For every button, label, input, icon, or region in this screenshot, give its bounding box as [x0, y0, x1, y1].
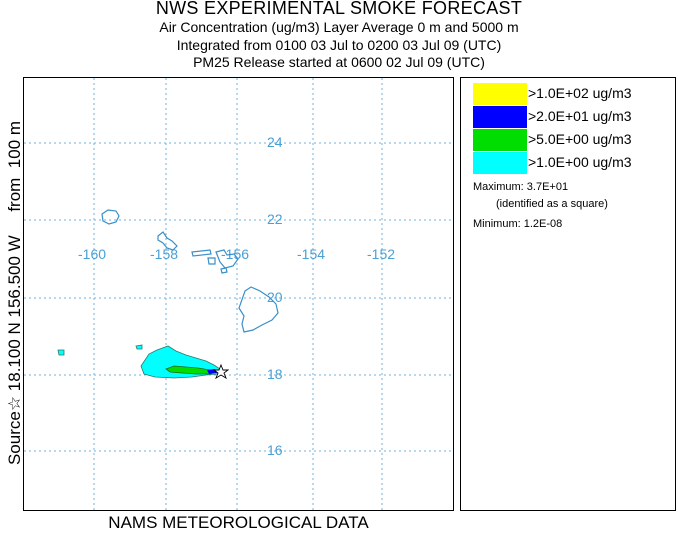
legend-label: >2.0E+01 ug/m3: [528, 108, 632, 124]
plume-cyan-islet: [135, 344, 143, 350]
legend-swatch: [473, 83, 527, 105]
forecast-title: NWS EXPERIMENTAL SMOKE FORECAST: [155, 0, 523, 18]
source-star-marker: [212, 363, 230, 380]
coastline-molokai: [191, 249, 212, 257]
lat-label: 18: [267, 366, 283, 382]
latitude-labels: 24 22 20 18 16: [267, 134, 283, 458]
legend-item: >1.0E+02 ug/m3: [473, 83, 673, 105]
longitude-labels: -160 -158 -156 -154 -152: [78, 246, 395, 262]
lat-label: 24: [267, 134, 283, 150]
map-panel: -160 -158 -156 -154 -152 24 22 20 18 16: [23, 77, 454, 511]
minimum-value: Minimum: 1.2E-08: [473, 218, 563, 230]
maximum-note: (identified as a square): [496, 198, 608, 210]
lat-label: 22: [267, 211, 283, 227]
lat-label: 20: [267, 289, 283, 305]
legend-item: >2.0E+01 ug/m3: [473, 106, 673, 128]
legend-swatch: [473, 129, 527, 151]
legend-panel: >1.0E+02 ug/m3 >2.0E+01 ug/m3 >5.0E+00 u…: [460, 77, 676, 511]
integration-period: Integrated from 0100 03 Jul to 0200 03 J…: [176, 37, 502, 53]
legend-label: >5.0E+00 ug/m3: [528, 131, 632, 147]
coastline-kahoolawe: [220, 267, 228, 274]
lon-label: -154: [297, 246, 325, 262]
legend-swatch: [473, 152, 527, 174]
coastline-kauai: [101, 209, 120, 225]
coastlines: [101, 209, 279, 333]
concentration-subtitle: Air Concentration (ug/m3) Layer Average …: [159, 19, 519, 35]
release-start: PM25 Release started at 0600 02 Jul 09 (…: [193, 54, 485, 70]
lon-label: -152: [367, 246, 395, 262]
legend-swatch: [473, 106, 527, 128]
lon-label: -160: [78, 246, 106, 262]
lon-label: -156: [221, 246, 249, 262]
maximum-value: Maximum: 3.7E+01: [473, 181, 569, 193]
legend-label: >1.0E+00 ug/m3: [528, 154, 632, 170]
plume-cyan-islet: [57, 349, 65, 356]
coastline-big-island: [238, 286, 279, 333]
legend-item: >1.0E+00 ug/m3: [473, 152, 673, 174]
smoke-map: -160 -158 -156 -154 -152 24 22 20 18 16: [24, 78, 453, 510]
coastline-lanai: [207, 257, 216, 265]
data-source-footer: NAMS METEOROLOGICAL DATA: [108, 513, 369, 532]
coastline-oahu: [157, 231, 178, 251]
coastline-maui: [215, 249, 239, 269]
legend-label: >1.0E+02 ug/m3: [528, 85, 632, 101]
graticule: [24, 78, 453, 510]
lat-label: 16: [267, 442, 283, 458]
smoke-plume: [57, 344, 230, 380]
legend-item: >5.0E+00 ug/m3: [473, 129, 673, 151]
